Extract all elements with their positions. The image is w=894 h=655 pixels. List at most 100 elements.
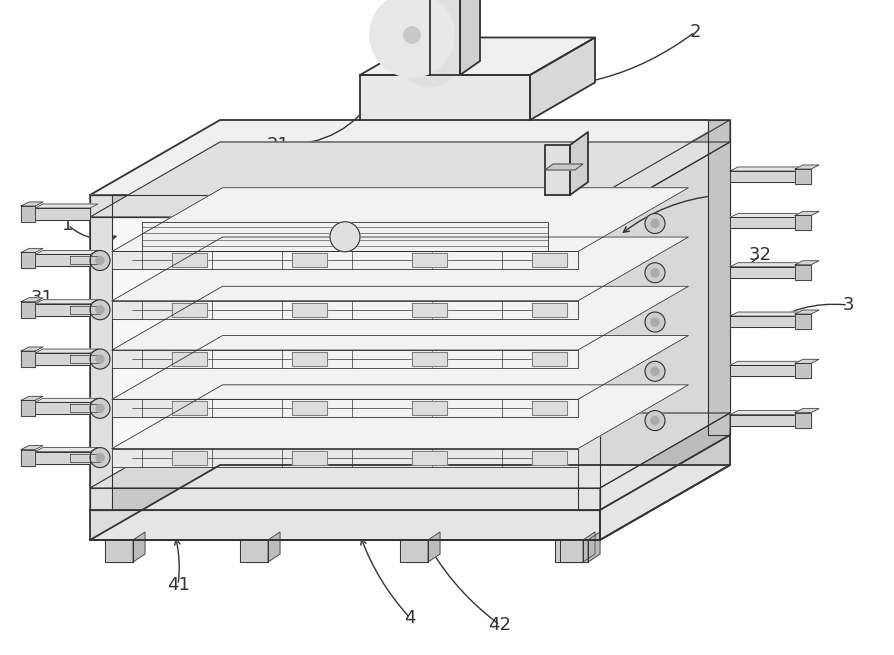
Polygon shape bbox=[21, 302, 35, 318]
Polygon shape bbox=[292, 352, 327, 366]
Circle shape bbox=[96, 257, 104, 265]
Polygon shape bbox=[795, 215, 811, 231]
Polygon shape bbox=[430, 0, 460, 75]
Polygon shape bbox=[112, 188, 688, 252]
Polygon shape bbox=[795, 413, 811, 428]
Polygon shape bbox=[730, 171, 795, 182]
Circle shape bbox=[90, 447, 110, 468]
Circle shape bbox=[90, 250, 110, 271]
Polygon shape bbox=[360, 37, 595, 75]
Polygon shape bbox=[795, 364, 811, 379]
Polygon shape bbox=[412, 402, 447, 415]
Polygon shape bbox=[730, 411, 803, 415]
Polygon shape bbox=[795, 265, 811, 280]
Polygon shape bbox=[21, 449, 35, 466]
Polygon shape bbox=[70, 404, 100, 412]
Polygon shape bbox=[35, 250, 98, 255]
Polygon shape bbox=[795, 169, 811, 184]
Polygon shape bbox=[730, 217, 795, 229]
Polygon shape bbox=[112, 217, 578, 488]
Polygon shape bbox=[532, 253, 567, 267]
Text: 1: 1 bbox=[63, 216, 73, 234]
Polygon shape bbox=[172, 402, 207, 415]
Polygon shape bbox=[172, 451, 207, 464]
Circle shape bbox=[96, 355, 104, 363]
Polygon shape bbox=[555, 540, 583, 562]
Polygon shape bbox=[21, 445, 43, 449]
Text: 2: 2 bbox=[714, 186, 726, 204]
Polygon shape bbox=[600, 120, 730, 217]
Polygon shape bbox=[90, 413, 730, 488]
Polygon shape bbox=[70, 453, 100, 462]
Polygon shape bbox=[412, 253, 447, 267]
Polygon shape bbox=[545, 145, 570, 195]
Polygon shape bbox=[35, 204, 98, 208]
Polygon shape bbox=[172, 352, 207, 366]
Ellipse shape bbox=[400, 27, 460, 87]
Polygon shape bbox=[412, 303, 447, 317]
Polygon shape bbox=[35, 398, 98, 402]
Polygon shape bbox=[21, 400, 35, 417]
Polygon shape bbox=[90, 142, 730, 217]
Polygon shape bbox=[795, 314, 811, 329]
Polygon shape bbox=[21, 347, 43, 351]
Polygon shape bbox=[292, 303, 327, 317]
Polygon shape bbox=[90, 120, 730, 195]
Polygon shape bbox=[795, 212, 819, 215]
Polygon shape bbox=[35, 304, 90, 316]
Polygon shape bbox=[428, 532, 440, 562]
Polygon shape bbox=[112, 286, 688, 350]
Polygon shape bbox=[35, 353, 90, 365]
Polygon shape bbox=[730, 362, 803, 365]
Polygon shape bbox=[133, 532, 145, 562]
Polygon shape bbox=[795, 409, 819, 413]
Circle shape bbox=[651, 269, 659, 277]
Circle shape bbox=[651, 219, 659, 227]
Text: 2: 2 bbox=[689, 23, 701, 41]
Polygon shape bbox=[795, 165, 819, 169]
Polygon shape bbox=[21, 202, 43, 206]
Polygon shape bbox=[35, 208, 90, 220]
Polygon shape bbox=[70, 355, 100, 363]
Polygon shape bbox=[112, 335, 688, 400]
Polygon shape bbox=[142, 222, 548, 252]
Ellipse shape bbox=[403, 27, 420, 43]
Polygon shape bbox=[795, 360, 819, 364]
Polygon shape bbox=[90, 195, 600, 217]
Polygon shape bbox=[412, 352, 447, 366]
Text: 32: 32 bbox=[748, 246, 772, 264]
Polygon shape bbox=[400, 540, 428, 562]
Polygon shape bbox=[360, 75, 530, 120]
Text: 3: 3 bbox=[842, 296, 854, 314]
Polygon shape bbox=[105, 540, 133, 562]
Polygon shape bbox=[112, 350, 578, 368]
Polygon shape bbox=[545, 164, 583, 170]
Circle shape bbox=[96, 404, 104, 412]
Circle shape bbox=[330, 222, 360, 252]
Polygon shape bbox=[532, 352, 567, 366]
Text: 31: 31 bbox=[30, 289, 54, 307]
Polygon shape bbox=[588, 532, 600, 562]
Polygon shape bbox=[112, 400, 578, 417]
Polygon shape bbox=[708, 120, 730, 435]
Circle shape bbox=[651, 417, 659, 424]
Polygon shape bbox=[532, 402, 567, 415]
Polygon shape bbox=[578, 195, 600, 510]
Polygon shape bbox=[560, 540, 588, 562]
Polygon shape bbox=[600, 120, 730, 510]
Polygon shape bbox=[730, 214, 803, 217]
Circle shape bbox=[96, 453, 104, 462]
Polygon shape bbox=[532, 303, 567, 317]
Polygon shape bbox=[112, 301, 578, 319]
Polygon shape bbox=[600, 413, 730, 510]
Circle shape bbox=[645, 312, 665, 332]
Polygon shape bbox=[35, 349, 98, 353]
Polygon shape bbox=[172, 253, 207, 267]
Polygon shape bbox=[570, 132, 588, 195]
Polygon shape bbox=[21, 351, 35, 367]
Text: 22: 22 bbox=[549, 211, 571, 229]
Ellipse shape bbox=[370, 0, 454, 77]
Polygon shape bbox=[795, 310, 819, 314]
Polygon shape bbox=[112, 449, 578, 466]
Polygon shape bbox=[90, 465, 730, 540]
